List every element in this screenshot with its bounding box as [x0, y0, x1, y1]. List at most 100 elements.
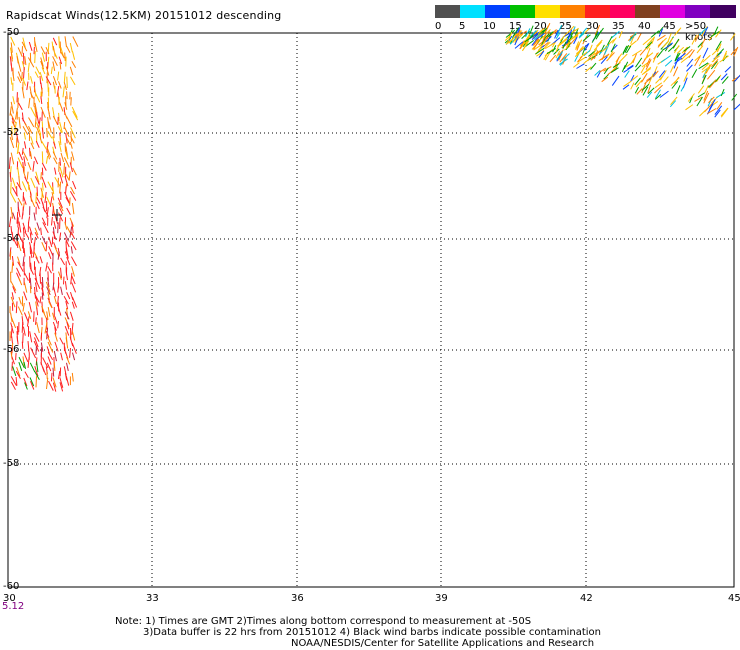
wind-barb: [26, 81, 29, 91]
wind-barb: [45, 241, 48, 252]
wind-barb: [65, 271, 68, 281]
wind-barb: [36, 186, 38, 197]
wind-barb: [36, 122, 41, 133]
wind-barb: [34, 116, 37, 128]
wind-barb: [10, 152, 15, 165]
wind-barb: [21, 181, 28, 192]
wind-barb: [16, 56, 19, 64]
wind-barb: [611, 30, 620, 39]
wind-barb: [11, 256, 15, 266]
wind-barb: [72, 352, 76, 361]
legend-swatch: [610, 5, 636, 18]
wind-barb: [21, 211, 24, 220]
wind-barb: [14, 121, 17, 134]
wind-barb: [16, 267, 21, 277]
wind-barb: [626, 45, 632, 54]
wind-barb: [731, 93, 738, 101]
wind-barb: [512, 27, 520, 38]
wind-barb: [35, 296, 39, 307]
wind-barb: [33, 156, 39, 165]
wind-barb: [557, 38, 567, 47]
wind-barb: [10, 326, 13, 338]
wind-barb: [18, 176, 21, 188]
wind-barb: [724, 66, 732, 73]
wind-barb: [702, 47, 709, 59]
wind-barb: [9, 251, 12, 260]
wind-barb: [576, 63, 585, 69]
wind-barb: [51, 41, 54, 51]
wind-barb: [645, 58, 651, 67]
wind-barb: [47, 356, 52, 365]
longitude-tick-label: 39: [435, 593, 448, 604]
wind-barb: [39, 296, 42, 304]
wind-barb: [673, 57, 680, 69]
wind-barb: [654, 82, 663, 89]
wind-barb: [64, 311, 70, 320]
wind-barb: [648, 73, 654, 85]
wind-barb: [686, 64, 693, 72]
wind-barb: [35, 346, 37, 356]
wind-barb: [62, 86, 65, 98]
wind-barb: [41, 287, 45, 296]
wind-barb: [656, 34, 666, 41]
wind-barb: [35, 171, 40, 183]
wind-barb: [16, 182, 22, 191]
wind-barb: [23, 247, 26, 257]
wind-barb: [632, 49, 642, 57]
wind-barb: [60, 352, 63, 361]
wind-barb: [66, 362, 69, 372]
wind-barb: [41, 292, 44, 300]
wind-barb: [53, 51, 58, 59]
wind-barb: [548, 29, 559, 37]
wind-barb: [642, 37, 652, 46]
wind-barb: [574, 47, 583, 58]
wind-barb: [709, 79, 717, 89]
wind-barb: [41, 242, 47, 252]
wind-barb: [11, 177, 17, 189]
wind-barb: [23, 67, 25, 79]
wind-barb: [512, 33, 521, 43]
wind-barb: [22, 227, 25, 238]
wind-barb: [58, 212, 64, 222]
wind-barb: [35, 66, 41, 75]
wind-barb: [635, 57, 643, 68]
wind-barb: [698, 58, 705, 67]
wind-barb: [21, 71, 23, 82]
wind-barb: [54, 332, 58, 342]
wind-barb: [17, 306, 23, 316]
wind-barb: [41, 151, 44, 164]
wind-barb: [657, 26, 664, 34]
wind-barb: [54, 326, 57, 335]
wind-barb: [63, 82, 67, 91]
legend-label: 35: [612, 21, 625, 32]
wind-barb: [47, 307, 51, 317]
latitude-tick-label: -50: [3, 27, 20, 38]
wind-barb: [17, 261, 24, 272]
wind-barb: [54, 316, 58, 324]
wind-barb: [66, 116, 73, 128]
wind-barb: [631, 75, 639, 81]
wind-barb: [699, 109, 707, 117]
wind-barb: [52, 282, 55, 291]
wind-barb: [702, 54, 711, 63]
wind-barb: [34, 102, 38, 114]
wind-barb: [618, 30, 623, 39]
wind-barb: [38, 117, 41, 129]
legend-label: 30: [586, 21, 599, 32]
wind-barb: [46, 207, 49, 219]
wind-barb: [29, 277, 32, 290]
wind-barb: [52, 321, 57, 331]
wind-barb: [556, 51, 564, 61]
wind-barb: [58, 112, 60, 122]
wind-barb: [721, 76, 729, 84]
wind-barb: [59, 121, 63, 133]
wind-barb: [685, 104, 694, 111]
wind-barb: [18, 62, 22, 72]
wind-barb: [635, 79, 643, 88]
wind-barb: [54, 177, 61, 187]
wind-barb: [11, 292, 14, 300]
wind-barb: [52, 76, 58, 86]
wind-barb: [57, 306, 62, 316]
legend-swatch: [635, 5, 661, 18]
wind-barb: [53, 220, 57, 229]
